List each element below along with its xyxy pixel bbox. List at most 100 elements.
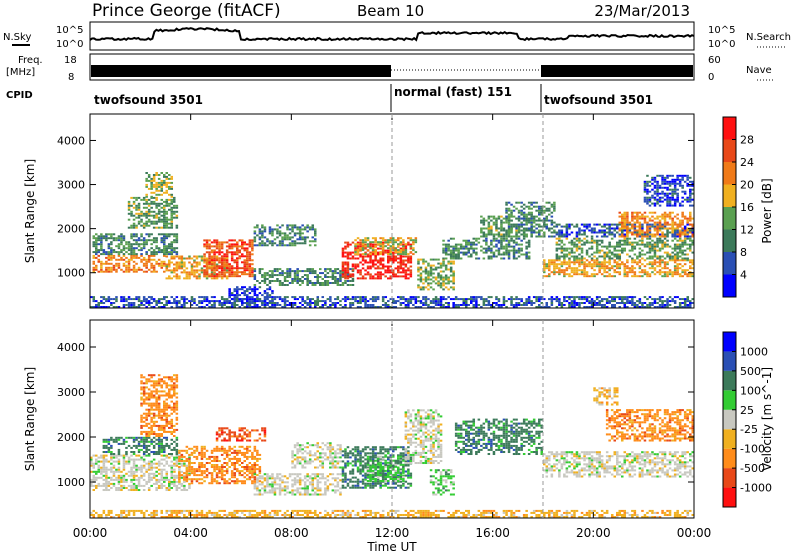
power-cell <box>439 282 443 285</box>
power-cell <box>175 267 179 270</box>
power-cell <box>155 270 158 273</box>
power-cell <box>155 245 158 248</box>
power-cell <box>248 255 252 258</box>
power-cell <box>500 221 503 224</box>
power-cell <box>163 220 166 223</box>
power-cell <box>651 219 654 222</box>
power-cell <box>356 306 360 308</box>
power-cell <box>661 304 664 306</box>
power-cell <box>603 269 606 272</box>
power-cell <box>303 242 307 245</box>
power-cell <box>424 300 428 303</box>
power-cell <box>527 221 531 224</box>
power-cell <box>188 300 191 303</box>
power-cell <box>437 298 440 301</box>
power-cell <box>678 239 682 242</box>
power-cell <box>251 296 254 299</box>
power-cell <box>127 206 131 209</box>
power-cell <box>402 269 405 272</box>
power-cell <box>225 255 229 258</box>
power-cell <box>160 187 164 190</box>
power-cell <box>671 275 674 278</box>
power-cell <box>517 298 521 301</box>
power-cell <box>449 255 453 258</box>
power-cell <box>641 227 644 230</box>
power-cell <box>170 198 174 201</box>
power-cell <box>165 200 169 203</box>
power-cell <box>689 235 692 238</box>
power-cell <box>676 235 679 238</box>
power-cell <box>175 306 179 308</box>
power-cell <box>351 298 355 301</box>
power-cell <box>293 244 297 247</box>
power-cell <box>560 304 564 306</box>
power-cell <box>248 263 252 266</box>
power-cell <box>502 251 506 254</box>
power-cell <box>570 275 574 278</box>
power-cell <box>95 249 98 252</box>
power-cell <box>286 270 289 273</box>
power-cell <box>454 247 458 250</box>
power-cell <box>545 265 549 268</box>
power-cell <box>673 247 677 250</box>
power-cell <box>578 302 581 304</box>
power-cell <box>661 225 664 228</box>
power-cell <box>155 212 158 215</box>
power-cell <box>429 274 433 277</box>
power-cell <box>651 255 654 258</box>
power-cell <box>626 267 629 270</box>
power-cell <box>560 263 564 266</box>
power-cell <box>213 253 216 256</box>
power-cell <box>190 265 194 268</box>
power-cell <box>583 225 586 228</box>
power-cell <box>407 269 410 272</box>
power-cell <box>495 249 498 252</box>
power-cell <box>608 241 611 244</box>
power-cell <box>465 253 468 256</box>
power-cell <box>686 275 689 278</box>
power-cell <box>550 261 554 264</box>
power-cell <box>608 245 611 248</box>
power-cell <box>673 245 677 248</box>
power-cell <box>356 263 360 266</box>
power-cell <box>344 306 347 308</box>
power-cell <box>487 223 491 226</box>
power-cell <box>689 306 692 308</box>
power-cell <box>130 243 133 246</box>
power-cell <box>651 225 654 228</box>
power-cell <box>668 300 672 303</box>
power-cell <box>527 211 531 214</box>
power-cell <box>472 243 476 246</box>
power-cell <box>132 270 136 273</box>
power-cell <box>336 302 340 304</box>
power-cell <box>532 225 536 228</box>
power-cell <box>339 300 342 303</box>
power-cell <box>560 235 564 238</box>
power-cell <box>560 229 564 232</box>
power-cell <box>188 271 191 274</box>
power-cell <box>616 267 619 270</box>
power-cell <box>633 233 637 236</box>
power-cell <box>150 200 153 203</box>
power-cell <box>160 193 164 196</box>
power-cell <box>331 278 335 280</box>
power-cell <box>681 271 684 274</box>
power-cell <box>424 302 428 304</box>
power-cell <box>510 203 513 206</box>
velocity-cell <box>107 468 111 471</box>
power-cell <box>215 251 219 254</box>
power-cell <box>145 298 148 301</box>
power-cell <box>641 253 644 256</box>
power-cell <box>286 244 289 247</box>
power-cell <box>656 198 659 201</box>
power-cell <box>140 220 143 223</box>
power-cell <box>434 282 438 285</box>
power-cell <box>633 231 637 234</box>
power-cell <box>213 249 216 252</box>
power-cell <box>691 233 695 236</box>
power-cell <box>689 190 692 193</box>
power-cell <box>578 261 581 264</box>
power-cell <box>168 185 171 188</box>
power-cell <box>271 304 274 306</box>
velocity-cell <box>110 476 113 479</box>
